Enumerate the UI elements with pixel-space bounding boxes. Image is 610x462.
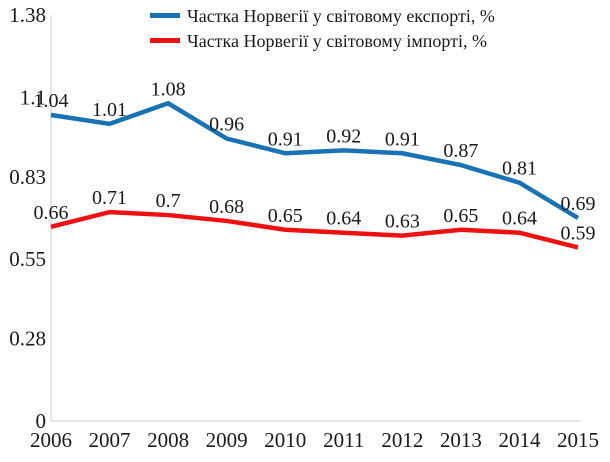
x-tick-label: 2011 bbox=[323, 428, 364, 452]
x-tick-label: 2006 bbox=[30, 428, 72, 452]
import-data-label: 0.71 bbox=[92, 187, 127, 209]
import-data-label: 0.65 bbox=[268, 205, 303, 227]
x-tick-label: 2015 bbox=[557, 428, 599, 452]
y-tick-label: 0 bbox=[36, 409, 47, 433]
export-data-label: 0.96 bbox=[209, 114, 244, 136]
import-data-label: 0.59 bbox=[561, 222, 596, 244]
export-line-swatch bbox=[150, 13, 180, 18]
x-tick-label: 2013 bbox=[440, 428, 482, 452]
import-data-label: 0.64 bbox=[326, 208, 361, 230]
import-data-label: 0.7 bbox=[156, 190, 181, 212]
import-data-label: 0.64 bbox=[502, 208, 537, 230]
import-line-swatch bbox=[150, 38, 180, 43]
import-data-label: 0.68 bbox=[209, 196, 244, 218]
export-data-label: 0.91 bbox=[385, 128, 420, 150]
export-data-label: 0.92 bbox=[326, 125, 361, 147]
export-data-label: 0.91 bbox=[268, 128, 303, 150]
x-tick-label: 2007 bbox=[89, 428, 131, 452]
export-data-label: 1.01 bbox=[92, 99, 127, 121]
export-data-label: 0.87 bbox=[443, 140, 478, 162]
legend-item-import: Частка Норвегії у світовому імпорті, % bbox=[150, 28, 495, 53]
x-tick-label: 2008 bbox=[147, 428, 189, 452]
export-data-label: 1.08 bbox=[151, 78, 186, 100]
export-data-label: 0.69 bbox=[561, 193, 596, 215]
x-tick-label: 2012 bbox=[381, 428, 423, 452]
y-tick-label: 0.83 bbox=[9, 165, 46, 189]
import-data-label: 0.63 bbox=[385, 211, 420, 233]
x-tick-label: 2009 bbox=[206, 428, 248, 452]
legend-label-import: Частка Норвегії у світовому імпорті, % bbox=[187, 30, 487, 51]
y-tick-label: 1.38 bbox=[9, 3, 46, 27]
x-tick-label: 2010 bbox=[264, 428, 306, 452]
import-series-line bbox=[50, 209, 579, 250]
export-data-label: 0.81 bbox=[502, 158, 537, 180]
legend-item-export: Частка Норвегії у світовому експорті, % bbox=[150, 3, 495, 28]
legend: Частка Норвегії у світовому експорті, % … bbox=[150, 3, 495, 53]
y-tick-label: 1.1 bbox=[20, 85, 46, 109]
export-series-line bbox=[50, 100, 580, 220]
y-tick-label: 0.28 bbox=[9, 327, 46, 351]
import-data-label: 0.66 bbox=[34, 202, 69, 224]
legend-label-export: Частка Норвегії у світовому експорті, % bbox=[187, 5, 495, 26]
export-data-label: 1.04 bbox=[34, 90, 69, 112]
import-data-label: 0.65 bbox=[443, 205, 478, 227]
x-tick-label: 2014 bbox=[498, 428, 541, 452]
y-tick-label: 0.55 bbox=[9, 247, 46, 271]
